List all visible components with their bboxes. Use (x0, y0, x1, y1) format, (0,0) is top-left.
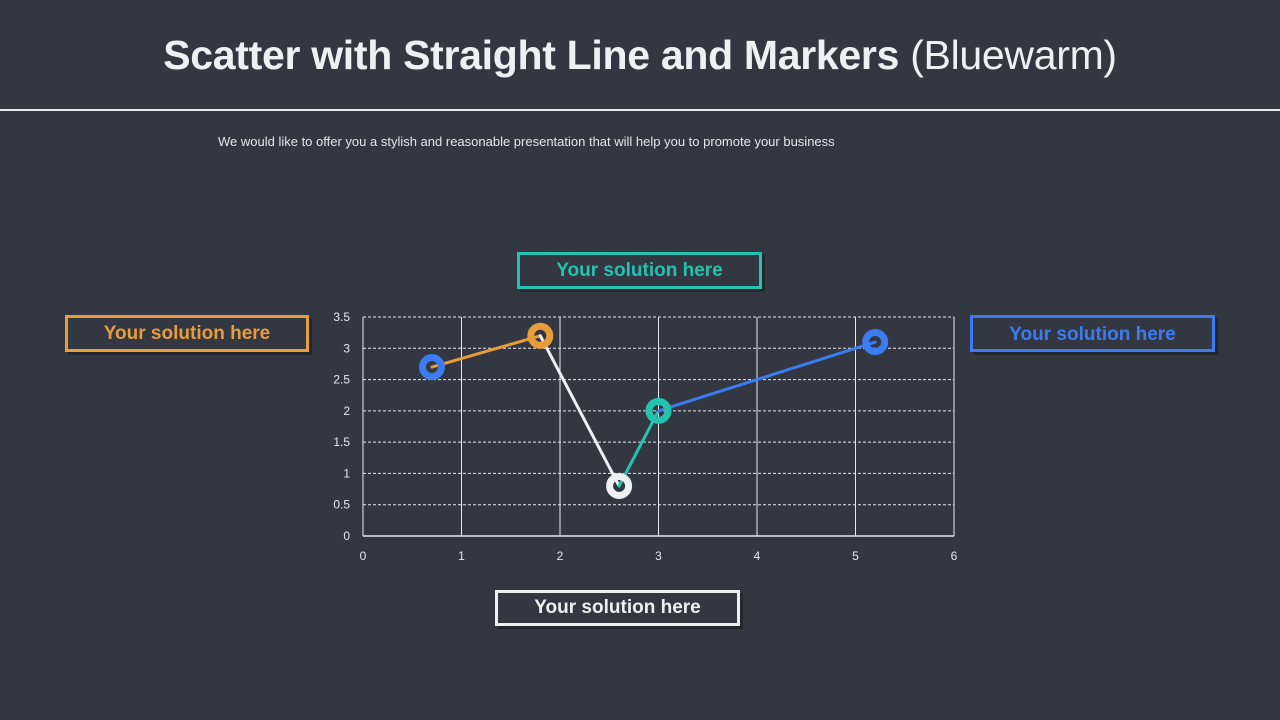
data-point-marker[interactable] (418, 354, 445, 381)
series-line (617, 409, 660, 488)
data-point-marker[interactable] (645, 397, 672, 424)
y-tick-label: 3.5 (333, 310, 350, 324)
title-bold: Scatter with Straight Line and Markers (163, 32, 900, 78)
callout-orange[interactable]: Your solution here (65, 315, 309, 352)
chart-lines (430, 334, 877, 488)
y-tick-label: 2.5 (333, 373, 350, 387)
x-tick-label: 1 (458, 549, 465, 563)
callout-teal[interactable]: Your solution here (517, 252, 762, 289)
chart-axes (362, 317, 954, 537)
x-tick-label: 2 (557, 549, 564, 563)
callout-white[interactable]: Your solution here (495, 590, 740, 626)
y-tick-label: 3 (343, 341, 350, 355)
data-point-marker[interactable] (527, 322, 554, 349)
x-tick-label: 5 (852, 549, 859, 563)
callout-blue[interactable]: Your solution here (970, 315, 1215, 352)
series-line (430, 334, 542, 369)
data-point-marker[interactable] (862, 329, 889, 356)
axis-ticks: 0 0.5 1 1.5 2 2.5 3 3.5 0 1 2 3 4 5 6 (333, 310, 957, 563)
y-tick-label: 0 (343, 529, 350, 543)
x-tick-label: 6 (951, 549, 958, 563)
y-tick-label: 0.5 (333, 498, 350, 512)
title-divider (0, 109, 1280, 111)
x-tick-label: 0 (360, 549, 367, 563)
page-title: Scatter with Straight Line and Markers (… (0, 28, 1280, 82)
series-line (657, 340, 877, 413)
chart-grid (363, 316, 955, 536)
y-tick-label: 1 (343, 466, 350, 480)
series-line (538, 334, 621, 488)
x-tick-label: 3 (655, 549, 662, 563)
chart-markers (418, 322, 889, 499)
data-point-marker[interactable] (606, 472, 633, 499)
y-tick-label: 2 (343, 404, 350, 418)
y-tick-label: 1.5 (333, 435, 350, 449)
x-tick-label: 4 (754, 549, 761, 563)
title-light: (Bluewarm) (910, 32, 1117, 78)
subtitle: We would like to offer you a stylish and… (218, 134, 835, 149)
